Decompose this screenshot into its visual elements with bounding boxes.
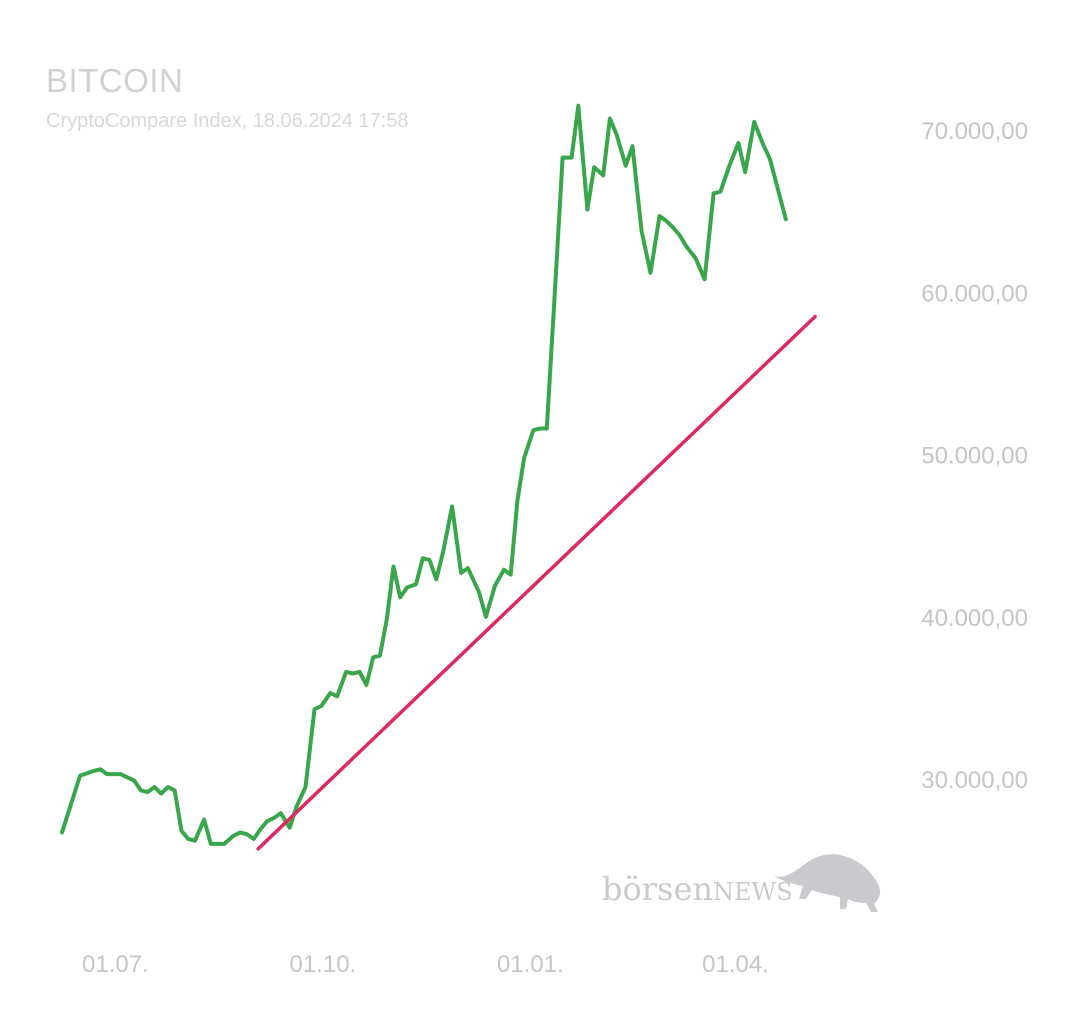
- y-tick-label: 50.000,00: [921, 443, 1028, 470]
- price-line: [60, 103, 788, 846]
- watermark: börsenNEWS: [602, 854, 881, 912]
- chart-subtitle: CryptoCompare Index, 18.06.2024 17:58: [46, 110, 409, 132]
- y-tick-label: 60.000,00: [921, 280, 1028, 307]
- x-tick-label: 01.01.: [497, 951, 564, 978]
- series-layer: [60, 103, 817, 851]
- y-axis: 30.000,00 40.000,00 50.000,00 60.000,00 70.0…: [921, 118, 1028, 794]
- bull-logo-icon: [773, 854, 881, 912]
- x-tick-label: 01.10.: [289, 951, 356, 978]
- x-axis: 01.07. 01.10. 01.01. 01.04.: [82, 951, 769, 978]
- x-tick-label: 01.07.: [82, 951, 149, 978]
- chart-title: BITCOIN: [46, 62, 184, 99]
- y-tick-label: 30.000,00: [921, 767, 1028, 794]
- x-tick-label: 01.04.: [702, 951, 769, 978]
- watermark-text: börsenNEWS: [602, 870, 793, 908]
- y-tick-label: 70.000,00: [921, 118, 1028, 145]
- watermark-text-caps: NEWS: [713, 878, 793, 906]
- trend-line: [256, 314, 817, 851]
- watermark-text-main: börsen: [602, 870, 713, 908]
- y-tick-label: 40.000,00: [921, 605, 1028, 632]
